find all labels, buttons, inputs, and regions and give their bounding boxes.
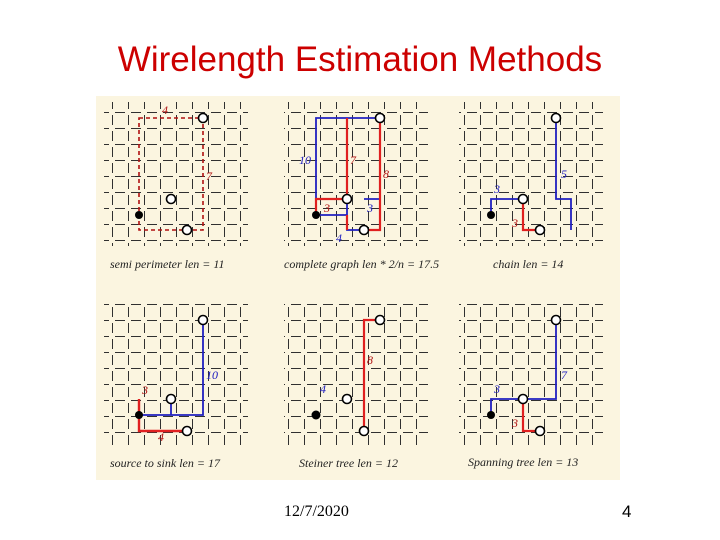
panel-caption: semi perimeter len = 11	[110, 257, 225, 271]
edge-label: 3	[141, 383, 148, 397]
sink-pin-icon	[165, 393, 177, 405]
sink-pin-icon	[197, 112, 209, 124]
grid	[284, 102, 428, 246]
edge-label: 8	[367, 353, 373, 367]
source-pin-icon	[487, 211, 495, 219]
edge-label: 5	[561, 167, 567, 181]
sink-pin-icon	[358, 425, 370, 437]
sink-pin-icon	[358, 224, 370, 236]
sink-pin-icon	[341, 393, 353, 405]
sink-pin-icon	[550, 314, 562, 326]
edge-label: 4	[320, 382, 326, 396]
slide-title: Wirelength Estimation Methods	[117, 40, 603, 79]
blue-wire	[490, 118, 572, 230]
source-pin-icon	[311, 410, 321, 420]
source-pin-icon	[135, 411, 143, 419]
panel-caption: source to sink len = 17	[110, 456, 221, 470]
source-pin-icon	[312, 211, 320, 219]
grid	[104, 302, 248, 446]
source-pin-icon	[487, 411, 495, 419]
sink-pin-icon	[534, 425, 546, 437]
page-number: 4	[622, 502, 632, 521]
panel-caption: Steiner tree len = 12	[299, 456, 398, 470]
sink-pin-icon	[181, 224, 193, 236]
red-wire	[314, 118, 382, 232]
wirelength-diagram: 4 7 semi perimeter len = 11 10 7 8 3 3 4…	[104, 102, 603, 470]
panel-chain: 5 3 3 chain len = 14	[459, 102, 603, 271]
edge-label: 4	[336, 231, 342, 245]
sink-pin-icon	[517, 193, 529, 205]
panel-caption: chain len = 14	[493, 257, 563, 271]
panel-complete-graph: 10 7 8 3 3 4 complete graph len * 2/n = …	[284, 102, 439, 271]
grid	[284, 302, 428, 446]
slide-date: 12/7/2020	[284, 503, 349, 520]
sink-pin-icon	[550, 112, 562, 124]
sink-pin-icon	[341, 193, 353, 205]
red-wire	[521, 199, 540, 232]
grid	[104, 102, 248, 246]
wirelength-figure: 4 7 semi perimeter len = 11 10 7 8 3 3 4…	[96, 96, 620, 480]
edge-label: 7	[561, 368, 568, 382]
panel-caption: complete graph len * 2/n = 17.5	[284, 257, 439, 271]
edge-label: 4	[162, 103, 168, 117]
panel-steiner-tree: 8 4 Steiner tree len = 12	[284, 302, 428, 470]
sink-pin-icon	[165, 193, 177, 205]
red-wire	[362, 318, 380, 431]
edge-label: 7	[206, 169, 213, 183]
edge-label: 3	[511, 416, 518, 430]
edge-label: 3	[493, 182, 500, 196]
sink-pin-icon	[374, 112, 386, 124]
blue-wire	[490, 320, 557, 415]
blue-wire	[315, 117, 381, 231]
edge-label: 10	[299, 153, 311, 167]
grid	[459, 102, 603, 246]
edge-label: 4	[158, 430, 164, 444]
source-pin-icon	[135, 211, 143, 219]
bounding-box	[138, 117, 204, 231]
sink-pin-icon	[517, 393, 529, 405]
edge-label: 8	[383, 167, 389, 181]
panel-spanning-tree: 7 3 3 Spanning tree len = 13	[459, 302, 603, 469]
panel-semi-perimeter: 4 7 semi perimeter len = 11	[104, 102, 248, 271]
red-wire	[521, 399, 540, 433]
edge-label: 3	[493, 382, 500, 396]
red-wire	[137, 399, 187, 433]
edge-label: 10	[206, 368, 218, 382]
edge-label: 3	[366, 201, 373, 215]
grid	[459, 302, 603, 446]
sink-pin-icon	[197, 314, 209, 326]
sink-pin-icon	[534, 224, 546, 236]
panel-caption: Spanning tree len = 13	[468, 455, 578, 469]
sink-pin-icon	[374, 314, 386, 326]
edge-label: 3	[323, 201, 330, 215]
edge-label: 7	[350, 153, 357, 167]
sink-pin-icon	[181, 425, 193, 437]
panel-source-to-sink: 10 3 4 source to sink len = 17	[104, 302, 248, 470]
edge-label: 3	[511, 216, 518, 230]
